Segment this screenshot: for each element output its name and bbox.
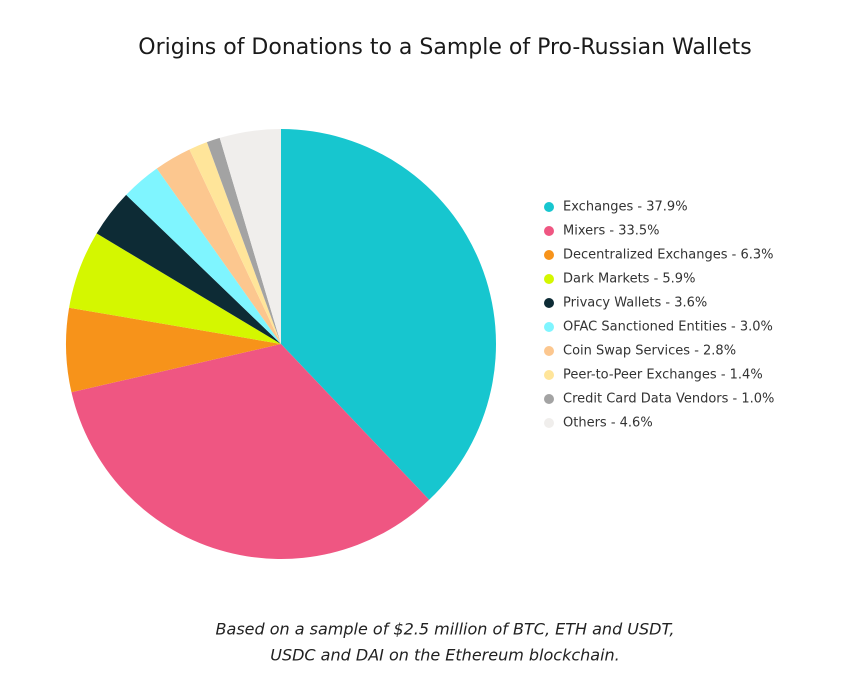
legend-marker [544,202,554,212]
legend-label: OFAC Sanctioned Entities - 3.0% [563,320,773,335]
legend-label: Exchanges - 37.9% [563,200,688,215]
legend-label: Decentralized Exchanges - 6.3% [563,248,774,263]
pie-slice [126,168,281,344]
pie-slice [219,129,281,344]
legend-marker [544,226,554,236]
pie-slice [96,194,281,344]
chart-title: Origins of Donations to a Sample of Pro-… [138,35,751,60]
legend-marker [544,322,554,332]
caption: USDC and DAI on the Ethereum blockchain. [270,646,620,665]
legend-marker [544,274,554,284]
legend-label: Others - 4.6% [563,416,653,431]
legend-label: Mixers - 33.5% [563,224,660,239]
pie-slice [281,129,496,500]
pie-slice [156,149,281,344]
legend-label: Peer-to-Peer Exchanges - 1.4% [563,368,763,383]
legend-marker [544,418,554,428]
legend-marker [544,346,554,356]
pie-slice [189,142,281,344]
pie-slice [65,307,281,393]
legend-marker [544,394,554,404]
legend-label: Privacy Wallets - 3.6% [563,296,707,311]
pie-slice [71,344,430,560]
pie-slice [206,137,281,344]
legend-label: Credit Card Data Vendors - 1.0% [563,392,774,407]
pie-slice [69,233,281,344]
legend-marker [544,370,554,380]
legend-marker [544,250,554,260]
legend-marker [544,298,554,308]
caption: Based on a sample of $2.5 million of BTC… [216,620,675,639]
legend-label: Coin Swap Services - 2.8% [563,344,736,359]
legend-label: Dark Markets - 5.9% [563,272,695,287]
